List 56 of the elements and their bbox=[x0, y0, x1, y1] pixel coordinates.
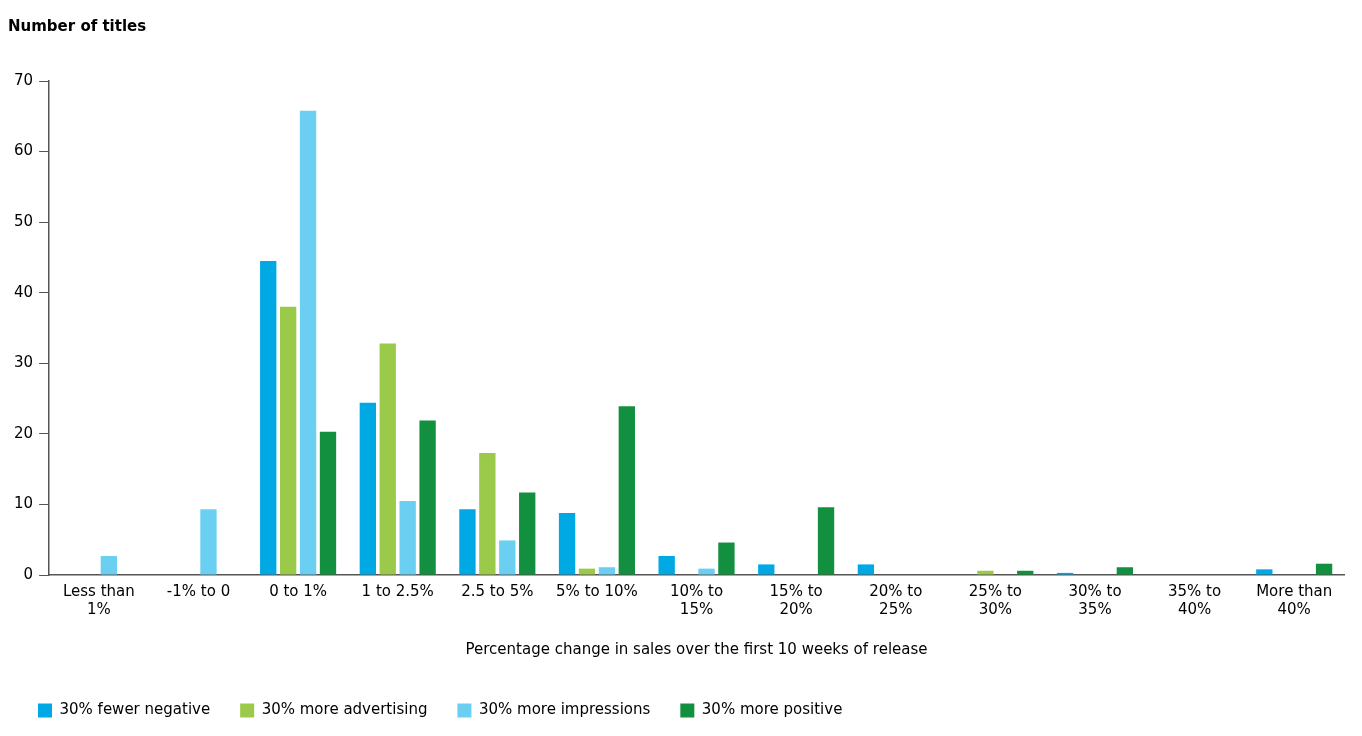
legend-label: 30% more positive bbox=[701, 700, 843, 719]
legend-label: 30% more impressions bbox=[478, 700, 651, 719]
x-tick-label: More than 40% bbox=[1256, 581, 1333, 618]
x-tick-label: 15% to 20% bbox=[769, 581, 823, 618]
y-tick-label: 40 bbox=[13, 282, 34, 301]
y-tick-label: 0 bbox=[23, 564, 34, 583]
bar bbox=[857, 564, 875, 575]
bar bbox=[618, 406, 635, 575]
x-tick-label: 30% to 35% bbox=[1068, 581, 1122, 618]
bar bbox=[359, 402, 376, 575]
x-tick-label: 25% to 30% bbox=[968, 581, 1022, 618]
legend-label: 30% more advertising bbox=[261, 700, 428, 719]
bar bbox=[558, 512, 576, 575]
x-tick-label: 1 to 2.5% bbox=[361, 581, 434, 600]
bar bbox=[319, 431, 337, 575]
bar bbox=[658, 555, 675, 575]
legend-label: 30% fewer negative bbox=[59, 700, 211, 719]
bar bbox=[1315, 563, 1333, 575]
y-tick-label: 50 bbox=[13, 212, 34, 231]
bar bbox=[479, 452, 496, 575]
bar bbox=[718, 542, 735, 575]
bar bbox=[578, 568, 596, 575]
x-tick-label: 5% to 10% bbox=[556, 581, 638, 600]
bar bbox=[1116, 567, 1134, 575]
y-tick-label: 30 bbox=[13, 353, 34, 372]
bar bbox=[419, 420, 436, 575]
x-tick-label: -1% to 0 bbox=[166, 581, 231, 600]
bar bbox=[459, 509, 476, 575]
bar bbox=[519, 492, 536, 575]
x-tick-label: 0 to 1% bbox=[269, 581, 328, 600]
bar bbox=[399, 500, 416, 575]
bar bbox=[977, 570, 994, 575]
x-tick-label: 10% to 15% bbox=[669, 581, 724, 618]
x-tick-label: 2.5 to 5% bbox=[461, 581, 534, 600]
y-tick-label: 10 bbox=[13, 494, 34, 513]
x-tick-label: 20% to 25% bbox=[869, 581, 923, 618]
x-tick-label: 35% to 40% bbox=[1168, 581, 1222, 618]
bar bbox=[1256, 569, 1273, 575]
bar bbox=[100, 555, 118, 575]
bar bbox=[598, 567, 616, 575]
y-tick-label: 60 bbox=[13, 141, 34, 160]
bar bbox=[279, 306, 297, 575]
bar bbox=[379, 343, 396, 575]
y-tick-label: 20 bbox=[13, 423, 34, 442]
bar bbox=[698, 568, 715, 575]
bar bbox=[1017, 570, 1034, 575]
x-tick-label: Less than 1% bbox=[62, 581, 135, 618]
y-axis-title: Number of titles bbox=[8, 16, 147, 35]
bar bbox=[758, 564, 775, 575]
bar bbox=[299, 110, 317, 575]
bar bbox=[260, 260, 277, 575]
y-tick-label: 70 bbox=[13, 70, 34, 89]
x-axis-title: Percentage change in sales over the first 10 weeks of release bbox=[465, 639, 928, 658]
bar bbox=[200, 509, 217, 575]
bar bbox=[817, 507, 835, 575]
bar bbox=[499, 540, 516, 575]
